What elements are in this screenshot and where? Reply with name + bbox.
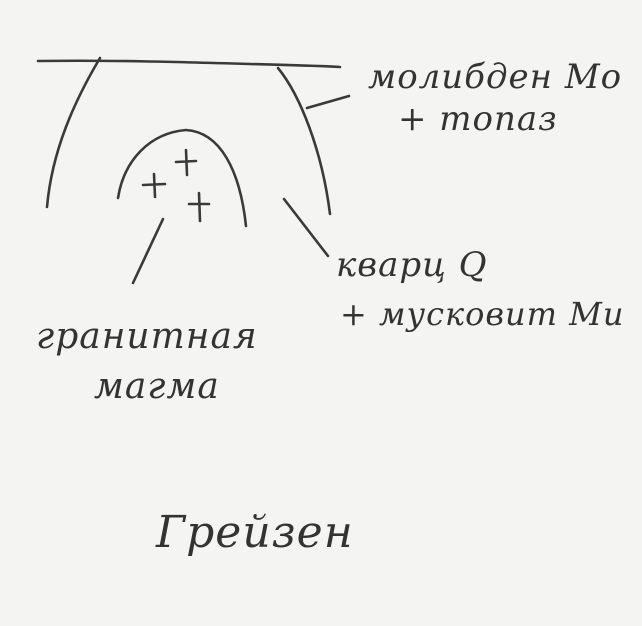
outer-zone-right-boundary [276, 66, 332, 216]
granite-plus-symbols [141, 148, 211, 223]
topaz-label: + топаз [398, 99, 558, 139]
plus-symbol [141, 172, 167, 199]
quartz-label: кварц Q [336, 245, 488, 285]
plus-symbol [187, 191, 211, 223]
molybdenite-leader-line [305, 94, 351, 110]
outer-zone-left-boundary [45, 56, 102, 209]
top-contact-line [36, 59, 342, 69]
diagram-title: Грейзен [156, 507, 354, 558]
plus-symbol [174, 148, 198, 177]
granite-magma-label-line2: магма [94, 366, 220, 407]
granite-magma-label-line1: гранитная [36, 316, 258, 357]
muscovite-label: + мусковит Mu [340, 295, 625, 333]
molybdenite-label: молибден Mo [368, 57, 623, 97]
granite-dome [116, 128, 248, 228]
magma-leader-line [131, 217, 165, 285]
quartz-leader-line [282, 197, 330, 258]
